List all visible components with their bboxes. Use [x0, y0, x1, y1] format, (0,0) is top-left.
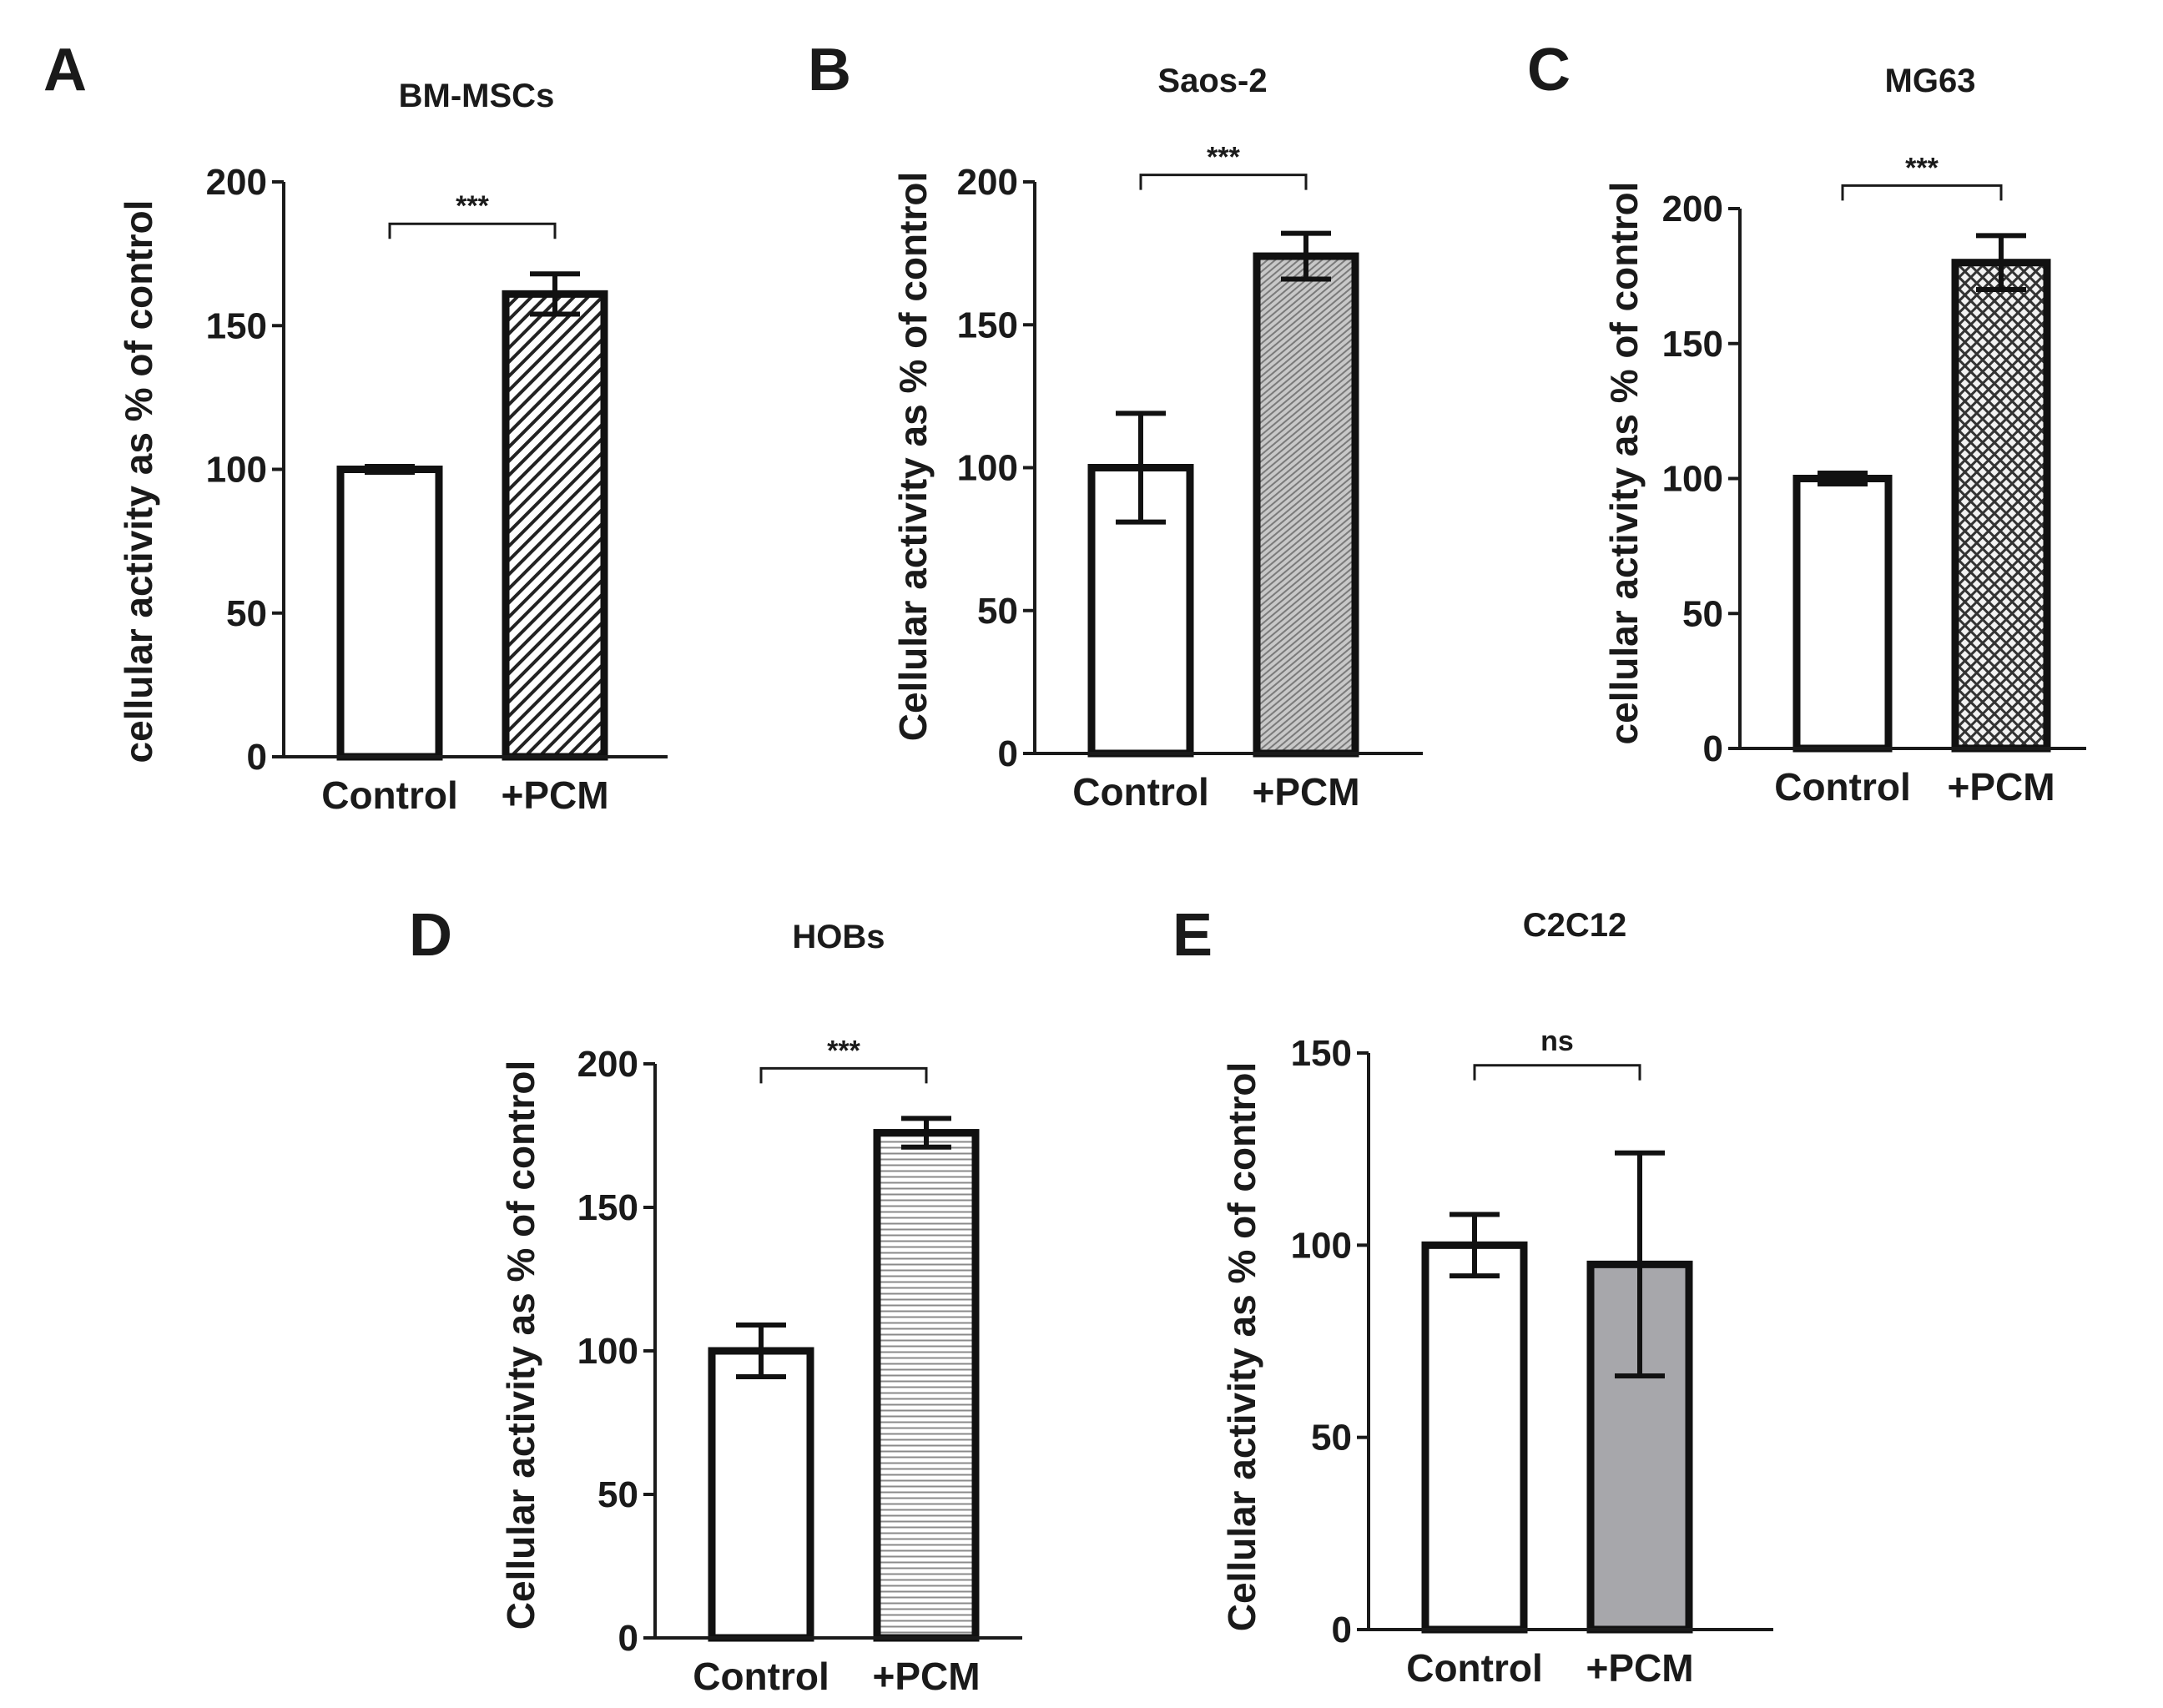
panel-d-error-bars [736, 1116, 951, 1379]
significance-label: ns [1540, 1025, 1574, 1057]
category-label: Control [1072, 770, 1209, 814]
y-tick-label: 200 [957, 162, 1018, 203]
y-tick-label: 100 [577, 1331, 638, 1372]
panel-d-letter: D [409, 902, 452, 969]
panel-e-significance: ns [1473, 1025, 1641, 1081]
category-label: Control [1406, 1646, 1543, 1690]
panel-b-y-ticks: 0 50 100 150 200 [957, 162, 1035, 774]
category-label: +PCM [1947, 765, 2055, 809]
panel-d-y-axis-label: Cellular activity as % of control [499, 1061, 542, 1630]
panel-b-letter: B [808, 37, 851, 103]
y-tick-label: 200 [577, 1044, 638, 1085]
y-tick-label: 150 [206, 305, 267, 346]
panel-a-y-ticks: 0 50 100 150 200 [206, 162, 284, 778]
y-tick-label: 150 [1291, 1033, 1352, 1074]
y-tick-label: 0 [1703, 728, 1723, 769]
panel-e-y-axis-label: Cellular activity as % of control [1220, 1062, 1263, 1632]
y-tick-label: 200 [1662, 189, 1723, 229]
panel-c-category-labels: Control +PCM [1774, 765, 2055, 809]
panel-b-category-labels: Control +PCM [1072, 770, 1359, 814]
y-tick-label: 100 [1291, 1225, 1352, 1266]
y-tick-label: 0 [998, 733, 1018, 774]
panel-c-y-axis-label: cellular activity as % of control [1602, 182, 1646, 745]
panel-a-letter: A [43, 37, 87, 103]
bar-control [1792, 475, 1893, 753]
panel-a-significance: *** [388, 190, 557, 239]
category-label: +PCM [1586, 1646, 1693, 1690]
panel-a-category-labels: Control +PCM [321, 773, 608, 817]
panel-a: A BM-MSCs cellular activity as % of cont… [43, 37, 668, 817]
bar-control [708, 1347, 814, 1642]
panel-c-title: MG63 [1885, 63, 1976, 99]
y-tick-label: 150 [957, 305, 1018, 345]
panel-d-significance: *** [759, 1035, 928, 1084]
panel-c-significance: *** [1841, 152, 2003, 201]
panel-e-letter: E [1172, 902, 1213, 969]
panel-b-significance: *** [1139, 142, 1308, 190]
category-label: Control [693, 1655, 829, 1698]
panel-b-bars [1087, 252, 1359, 758]
category-label: +PCM [872, 1655, 980, 1698]
panel-e-error-bars [1450, 1150, 1665, 1378]
category-label: +PCM [1252, 770, 1359, 814]
panel-d-category-labels: Control +PCM [693, 1655, 980, 1698]
y-tick-label: 100 [1662, 459, 1723, 500]
panel-b-y-axis-label: Cellular activity as % of control [891, 172, 935, 742]
panel-b-error-bars [1116, 230, 1331, 525]
significance-bracket [1473, 1064, 1641, 1081]
panel-a-bars [336, 290, 608, 761]
significance-label: *** [1207, 142, 1240, 174]
bar-pcm [873, 1129, 980, 1642]
bar-control [1421, 1241, 1528, 1634]
y-tick-label: 50 [1682, 593, 1723, 634]
panel-c-letter: C [1527, 37, 1571, 103]
y-tick-label: 50 [226, 593, 267, 634]
bar-pcm [1253, 252, 1359, 758]
category-label: Control [321, 773, 458, 817]
panel-c-error-bars [1818, 233, 2026, 486]
significance-label: *** [827, 1035, 860, 1066]
panel-d-y-ticks: 0 50 100 150 200 [577, 1044, 655, 1659]
panel-d-bars [708, 1129, 980, 1642]
panel-a-error-bars [365, 271, 580, 475]
panel-d-title: HOBs [792, 919, 885, 955]
category-label: +PCM [501, 773, 608, 817]
panel-d: D HOBs Cellular activity as % of control… [409, 902, 1022, 1698]
y-tick-label: 50 [977, 591, 1018, 632]
panel-c: C MG63 cellular activity as % of control… [1527, 37, 2086, 809]
panel-e-bars [1421, 1241, 1693, 1634]
panel-a-title: BM-MSCs [399, 78, 555, 114]
y-tick-label: 0 [1332, 1610, 1352, 1650]
panel-c-y-ticks: 0 50 100 150 200 [1662, 189, 1740, 769]
panel-e-category-labels: Control +PCM [1406, 1646, 1693, 1690]
y-tick-label: 150 [1662, 324, 1723, 365]
y-tick-label: 100 [957, 448, 1018, 489]
panel-b-title: Saos-2 [1157, 63, 1267, 99]
category-label: Control [1774, 765, 1911, 809]
bar-pcm [1951, 259, 2051, 753]
panel-a-y-axis-label: cellular activity as % of control [117, 200, 160, 763]
panel-e-title: C2C12 [1523, 907, 1627, 944]
y-tick-label: 50 [597, 1474, 638, 1515]
y-tick-label: 50 [1311, 1418, 1352, 1459]
y-tick-label: 0 [247, 737, 267, 778]
panel-e-y-ticks: 0 50 100 150 [1291, 1033, 1369, 1650]
panel-e: E C2C12 Cellular activity as % of contro… [1172, 902, 1773, 1690]
bar-control [336, 466, 443, 761]
significance-bracket [759, 1066, 928, 1084]
bar-pcm [502, 290, 608, 761]
panel-b: B Saos-2 Cellular activity as % of contr… [808, 37, 1423, 814]
significance-label: *** [1905, 152, 1939, 184]
y-tick-label: 0 [618, 1618, 638, 1659]
significance-label: *** [456, 190, 489, 222]
significance-bracket [1841, 184, 2003, 201]
significance-bracket [388, 222, 557, 239]
panel-c-bars [1792, 259, 2051, 753]
significance-bracket [1139, 174, 1308, 190]
y-tick-label: 150 [577, 1187, 638, 1228]
y-tick-label: 200 [206, 162, 267, 203]
y-tick-label: 100 [206, 450, 267, 491]
